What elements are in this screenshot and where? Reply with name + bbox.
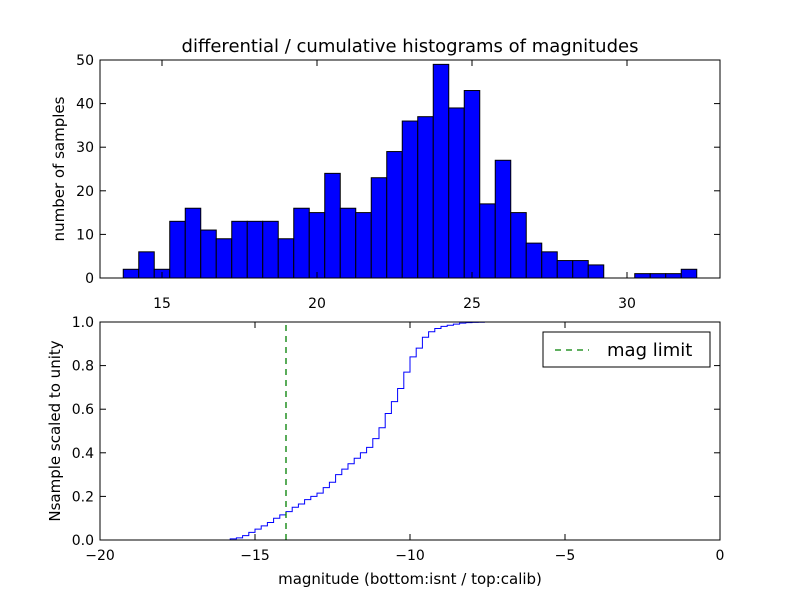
- histogram-bar: [448, 107, 465, 279]
- cumulative-xtick-label: −10: [395, 548, 425, 564]
- histogram-bar: [215, 238, 233, 279]
- histogram-bar: [541, 251, 558, 279]
- cumulative-ytick-label: 0.0: [72, 533, 94, 549]
- cumulative-ytick-label: 0.4: [72, 446, 94, 462]
- histogram-ytick-label: 30: [76, 140, 94, 156]
- histogram-yticks: 0 10 20 30 40 50: [76, 53, 720, 287]
- histogram-xtick-label: 20: [308, 296, 326, 312]
- cumulative-xtick-label: −15: [240, 548, 270, 564]
- histogram-ytick-label: 50: [76, 53, 94, 69]
- histogram-bar: [649, 273, 667, 279]
- histogram-bar: [200, 229, 217, 279]
- cumulative-panel: −20 −15 −10 −5 0 0.0 0.2 0.4 0.6 0.8 1.0 magnitud…: [46, 315, 724, 588]
- histogram-panel: 15 20 25 30 0 10 20 30 40 50 differential / cumu…: [50, 36, 721, 312]
- histogram-bar: [169, 220, 186, 279]
- histogram-bar: [122, 268, 140, 279]
- histogram-bar: [339, 207, 357, 279]
- histogram-bar: [355, 212, 372, 279]
- histogram-bar: [525, 242, 543, 279]
- cumulative-ytick-label: 0.6: [72, 402, 94, 418]
- chart-title: differential / cumulative histograms of …: [182, 36, 639, 57]
- histogram-bar: [634, 273, 651, 279]
- cumulative-ytick-label: 1.0: [72, 315, 94, 331]
- histogram-bar: [494, 159, 512, 279]
- histogram-bar: [246, 220, 264, 279]
- histogram-ytick-label: 10: [76, 227, 94, 243]
- histogram-xtick-label: 25: [463, 296, 481, 312]
- histogram-bar: [386, 151, 403, 279]
- histogram-bar: [262, 220, 279, 279]
- histogram-bar: [370, 177, 388, 279]
- histogram-bar: [293, 207, 310, 279]
- cumulative-ytick-label: 0.2: [72, 489, 94, 505]
- histogram-bar: [231, 220, 248, 279]
- legend-label: mag limit: [607, 340, 692, 361]
- histogram-bar: [479, 203, 496, 279]
- histogram-bar: [432, 63, 450, 279]
- histogram-bar: [277, 238, 295, 279]
- histogram-bar: [665, 273, 682, 279]
- histogram-ytick-label: 20: [76, 184, 94, 200]
- histogram-bar: [556, 260, 574, 279]
- histogram-ytick-label: 0: [85, 271, 94, 287]
- histogram-bar: [417, 116, 434, 279]
- cumulative-xtick-label: 0: [716, 548, 725, 564]
- histogram-bar: [587, 264, 605, 279]
- histogram-ytick-label: 40: [76, 97, 94, 113]
- histogram-bar: [308, 212, 326, 279]
- histogram-bar: [401, 120, 419, 279]
- cumulative-xtick-label: −5: [555, 548, 576, 564]
- histogram-bar: [680, 268, 698, 279]
- cumulative-ytick-label: 0.8: [72, 359, 94, 375]
- histogram-bar: [572, 260, 589, 279]
- cumulative-ylabel: Nsample scaled to unity: [46, 340, 64, 521]
- cumulative-series-line: [100, 321, 720, 541]
- histogram-xtick-label: 30: [618, 296, 636, 312]
- histogram-bar: [184, 207, 202, 279]
- cumulative-yticks: 0.0 0.2 0.4 0.6 0.8 1.0: [72, 315, 720, 549]
- histogram-xtick-label: 15: [153, 296, 171, 312]
- histogram-bars: [122, 63, 698, 279]
- cumulative-xticks: −20 −15 −10 −5 0: [85, 322, 724, 564]
- histogram-xticks: 15 20 25 30: [153, 60, 636, 312]
- histogram-frame: [99, 59, 721, 279]
- cumulative-xtick-label: −20: [85, 548, 115, 564]
- histogram-bar: [463, 90, 481, 279]
- histogram-bar: [138, 251, 155, 279]
- legend: mag limit: [542, 331, 711, 368]
- histogram-bar: [510, 212, 527, 279]
- histogram-ylabel: number of samples: [50, 96, 68, 241]
- histogram-bar: [324, 172, 341, 279]
- cumulative-xlabel: magnitude (bottom:isnt / top:calib): [278, 570, 542, 588]
